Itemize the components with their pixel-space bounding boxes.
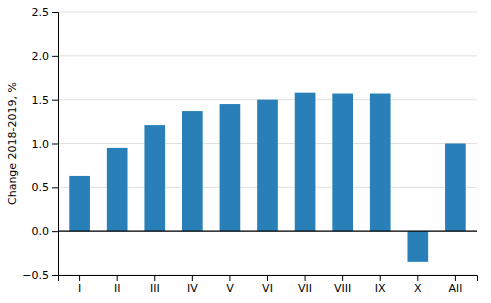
x-tick: VI [262,275,273,295]
tick-label: II [114,282,121,295]
bar [220,104,241,231]
x-tick: VII [298,275,312,295]
x-tick: IV [187,275,198,295]
y-tick: 0.0 [32,225,59,238]
tick-label: V [226,282,234,295]
bar [107,148,128,231]
y-tick: 1.5 [32,94,59,107]
tick-mark [192,275,193,281]
x-tick: V [226,275,234,295]
tick-mark [52,275,58,276]
y-axis: −0.5 0.0 0.5 1.0 1.5 2.0 2.5 [22,6,58,282]
x-tick: II [114,275,121,295]
bar [370,94,391,232]
tick-mark [52,144,58,145]
axis-line [52,13,59,276]
grid-line [58,231,477,232]
grid-line [58,12,477,13]
tick-mark [52,187,58,188]
tick-label: IV [187,282,198,295]
tick-label: IX [375,282,386,295]
tick-label: 2.0 [32,50,50,63]
y-tick: −0.5 [22,269,58,282]
tick-mark [342,275,343,281]
tick-mark [305,275,306,281]
tick-label: I [78,282,81,295]
bar [182,111,203,231]
tick-label: VIII [334,282,351,295]
x-tick: All [449,275,463,295]
x-tick: I [78,275,81,295]
tick-mark [52,56,58,57]
tick-mark [117,275,118,281]
grid [58,12,477,275]
tick-mark [380,275,381,281]
tick-label: All [449,282,463,295]
y-axis-title: Change 2018-2019, % [6,82,19,205]
y-tick: 1.0 [32,138,59,151]
tick-label: 1.5 [32,94,50,107]
bar [69,176,90,231]
tick-label: 2.5 [32,6,50,19]
bar [257,100,278,232]
tick-label: 0.0 [32,225,50,238]
bar [445,144,466,232]
tick-mark [52,12,58,13]
bar [332,94,353,232]
x-tick: X [414,275,422,295]
plot-area [69,93,465,262]
tick-label: 1.0 [32,138,50,151]
bar [144,125,165,231]
tick-mark [52,231,58,232]
tick-mark [229,275,230,281]
x-tick: IX [375,275,386,295]
x-axis: IIIIIIIVVVIVIIVIIIIXXAll [59,275,478,295]
tick-label: VI [262,282,273,295]
tick-mark [417,275,418,281]
tick-label: −0.5 [22,269,49,282]
tick-mark [267,275,268,281]
x-tick: III [150,275,160,295]
grid-line [58,55,477,56]
tick-label: III [150,282,160,295]
x-tick: VIII [334,275,351,295]
bar [407,231,428,262]
y-tick: 0.5 [32,181,59,194]
y-tick: 2.0 [32,50,59,63]
tick-label: X [414,282,422,295]
tick-mark [154,275,155,281]
tick-mark [79,275,80,281]
chart: −0.50.00.51.01.52.02.5IIIIIIIVVVIVIIVIII… [0,0,491,303]
y-tick: 2.5 [32,6,59,19]
tick-mark [52,100,58,101]
tick-label: 0.5 [32,181,50,194]
bar [295,93,316,232]
tick-mark [455,275,456,281]
axis-line [59,276,478,282]
tick-label: VII [298,282,312,295]
zero-line [58,231,477,232]
